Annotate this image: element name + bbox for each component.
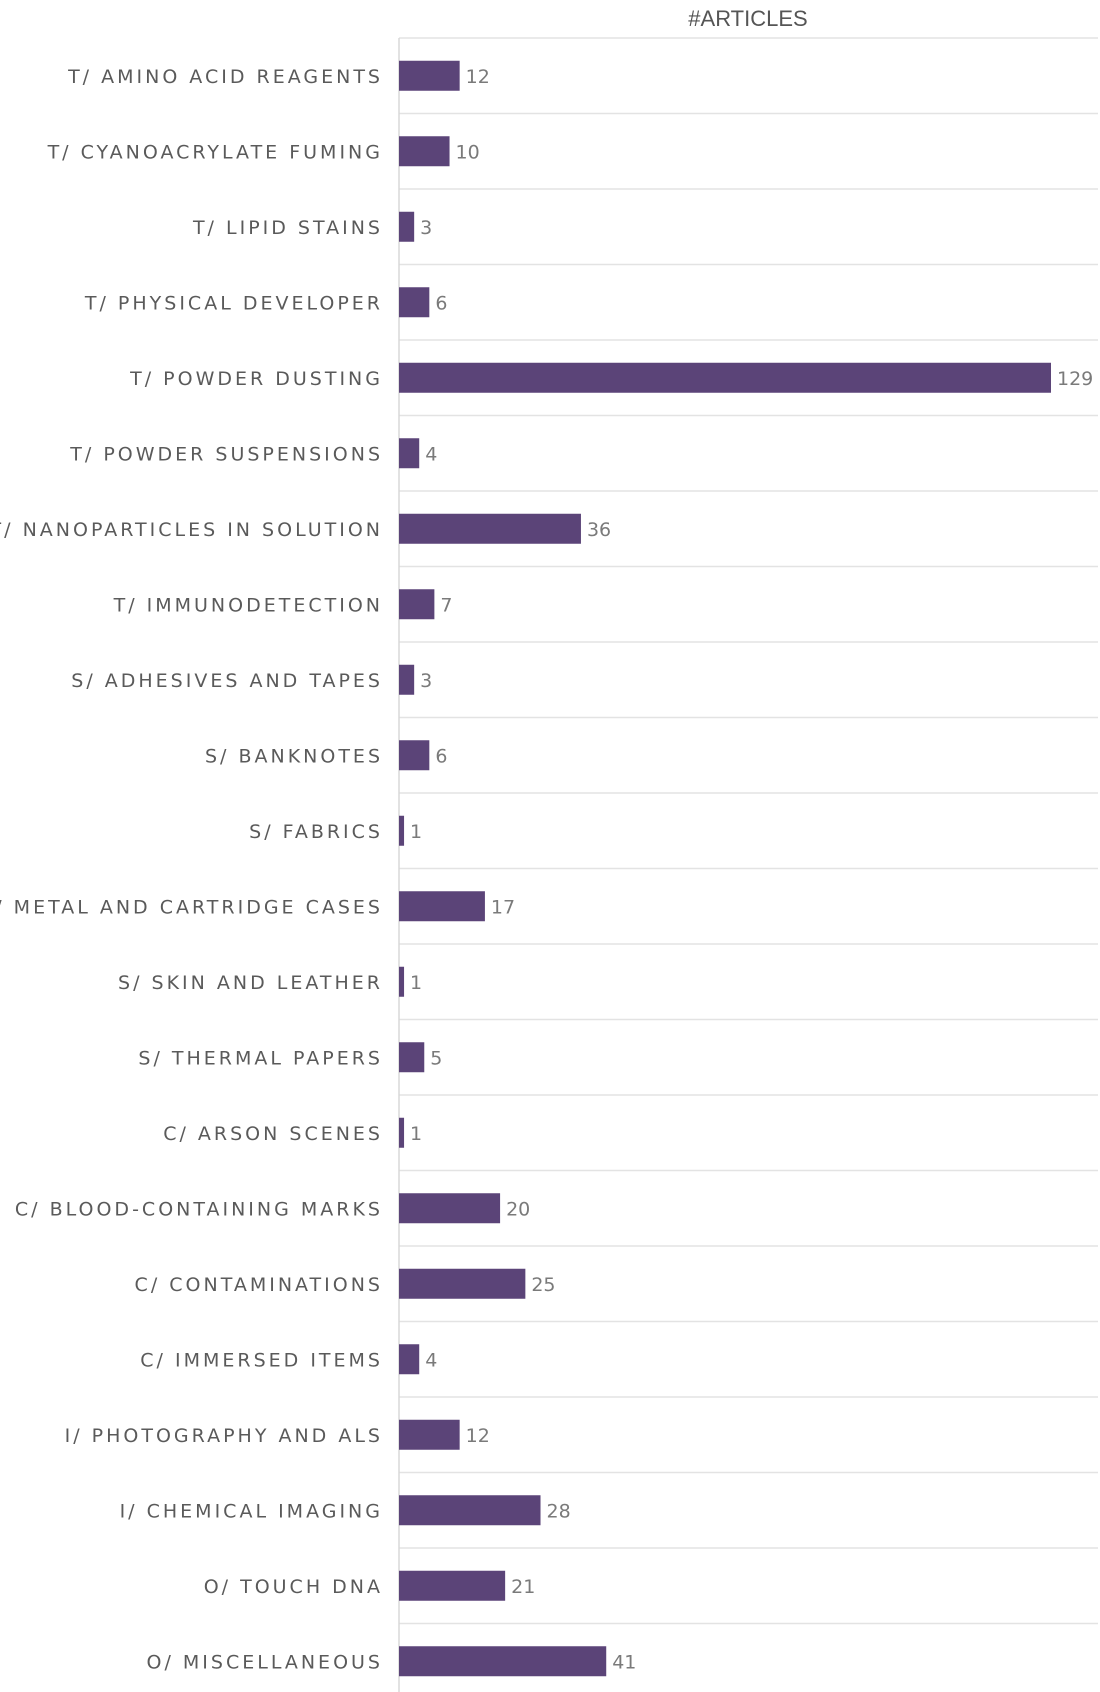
- bars: [399, 60, 1051, 1677]
- value-label: 36: [587, 519, 611, 541]
- value-label: 21: [511, 1576, 535, 1598]
- value-label: 6: [435, 292, 447, 314]
- category-label: O/ MISCELLANEOUS: [147, 1651, 383, 1673]
- value-label: 5: [430, 1047, 442, 1069]
- value-label: 1: [410, 1123, 422, 1145]
- bar: [399, 1495, 541, 1526]
- bar: [399, 513, 581, 544]
- category-label: C/ BLOOD-CONTAINING MARKS: [15, 1198, 383, 1220]
- bar: [399, 664, 415, 695]
- bar: [399, 136, 450, 167]
- value-label: 28: [547, 1500, 571, 1522]
- value-label: 4: [425, 443, 437, 465]
- grid-lines: [399, 37, 1098, 1625]
- bar: [399, 438, 420, 469]
- bar: [399, 1419, 460, 1450]
- bar: [399, 1268, 526, 1299]
- category-label: C/ ARSON SCENES: [163, 1123, 383, 1145]
- bar: [399, 966, 405, 997]
- category-label: C/ IMMERSED ITEMS: [140, 1349, 383, 1371]
- value-label: 6: [435, 745, 447, 767]
- value-label: 1: [410, 821, 422, 843]
- chart-title: #ARTICLES: [688, 6, 807, 31]
- category-label: O/ TOUCH DNA: [204, 1576, 383, 1598]
- category-label: S/ ADHESIVES AND TAPES: [71, 670, 383, 692]
- bar: [399, 1344, 420, 1375]
- value-label: 10: [456, 141, 480, 163]
- bar: [399, 1042, 425, 1073]
- category-label: I/ CHEMICAL IMAGING: [120, 1500, 383, 1522]
- value-label: 17: [491, 896, 515, 918]
- bar: [399, 1117, 405, 1148]
- value-label: 41: [612, 1651, 636, 1673]
- bar: [399, 60, 460, 91]
- bar: [399, 740, 430, 771]
- bar: [399, 589, 435, 620]
- category-label: S/ BANKNOTES: [205, 745, 383, 767]
- bar: [399, 891, 485, 922]
- value-label: 20: [506, 1198, 530, 1220]
- category-label: S/ METAL AND CARTRIDGE CASES: [0, 896, 383, 918]
- value-label: 3: [420, 217, 432, 239]
- category-label: T/ AMINO ACID REAGENTS: [67, 66, 383, 88]
- value-label: 12: [466, 1425, 490, 1447]
- value-label: 7: [440, 594, 452, 616]
- bar: [399, 1646, 607, 1677]
- category-label: S/ FABRICS: [249, 821, 383, 843]
- bar: [399, 211, 415, 242]
- value-label: 129: [1057, 368, 1093, 390]
- value-label: 3: [420, 670, 432, 692]
- category-label: T/ LIPID STAINS: [192, 217, 383, 239]
- bar: [399, 362, 1051, 393]
- category-label: T/ NANOPARTICLES IN SOLUTION: [0, 519, 383, 541]
- category-label: S/ SKIN AND LEATHER: [118, 972, 383, 994]
- bar: [399, 287, 430, 318]
- category-label: T/ POWDER SUSPENSIONS: [69, 443, 383, 465]
- value-label: 25: [531, 1274, 555, 1296]
- bar: [399, 1570, 506, 1601]
- category-labels: T/ AMINO ACID REAGENTS T/ CYANOACRYLATE F…: [0, 66, 383, 1674]
- category-label: T/ IMMUNODETECTION: [113, 594, 383, 616]
- category-label: I/ PHOTOGRAPHY AND ALS: [65, 1425, 383, 1447]
- bar: [399, 1193, 501, 1224]
- category-label: T/ PHYSICAL DEVELOPER: [84, 292, 383, 314]
- category-label: T/ CYANOACRYLATE FUMING: [47, 141, 383, 163]
- bar: [399, 815, 405, 846]
- category-label: C/ CONTAMINATIONS: [135, 1274, 383, 1296]
- category-label: S/ THERMAL PAPERS: [138, 1047, 383, 1069]
- value-label: 4: [425, 1349, 437, 1371]
- value-label: 12: [466, 66, 490, 88]
- value-label: 1: [410, 972, 422, 994]
- category-label: T/ POWDER DUSTING: [129, 368, 383, 390]
